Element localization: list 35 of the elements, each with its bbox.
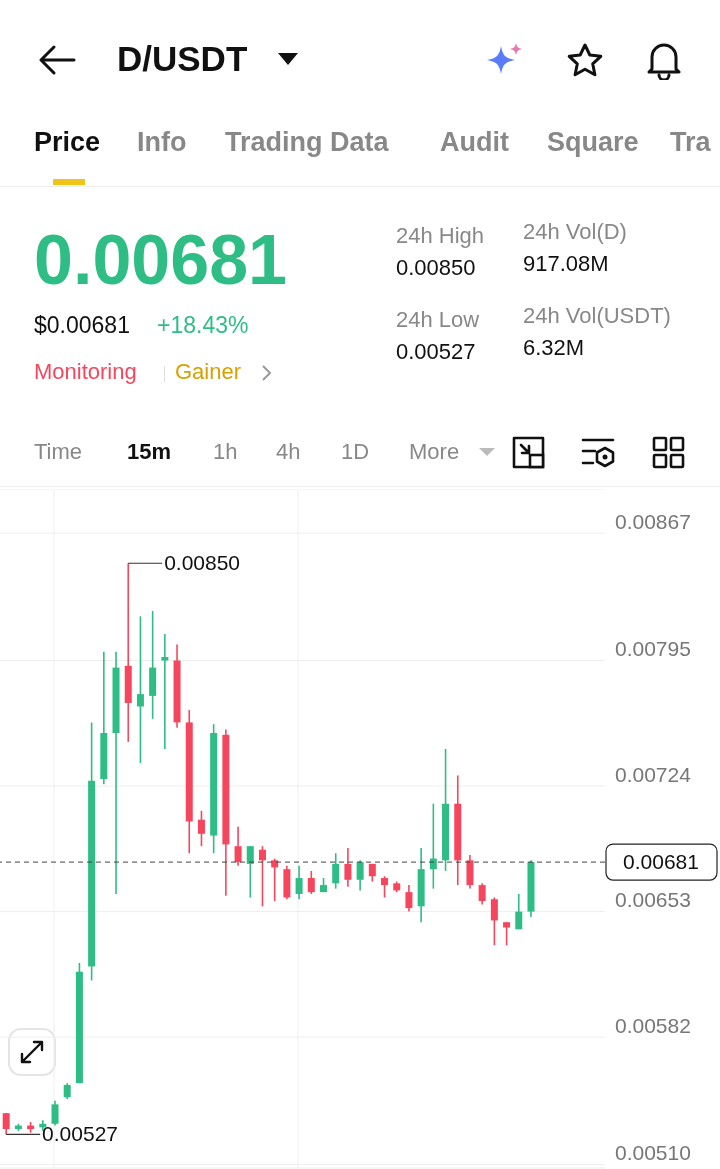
text: 24h Low [396, 307, 480, 333]
text: $0.00681 [34, 312, 130, 339]
ref-line-label: 0.00681 [623, 850, 699, 874]
text: +18.43% [157, 312, 249, 339]
text: Trading Data [225, 127, 389, 158]
text: 15m [127, 439, 172, 465]
text: 0.00850 [396, 255, 476, 281]
text: More [409, 439, 460, 465]
text: Monitoring [34, 359, 137, 385]
text: Info [137, 127, 187, 158]
text: Price [34, 127, 101, 158]
text: 1h [213, 439, 238, 465]
text: 917.08M [523, 251, 609, 277]
text: Audit [440, 127, 509, 158]
text: 4h [276, 439, 301, 465]
text: 24h Vol(USDT) [523, 303, 671, 329]
text: 24h Vol(D) [523, 219, 627, 245]
chart-title: D/USDT [117, 39, 248, 79]
text: Gainer [175, 359, 242, 385]
text: 6.32M [523, 335, 585, 361]
y-tick-label: 0.00867 [615, 509, 691, 533]
annotation: 0.00527 [42, 1122, 119, 1146]
annotation: 0.00850 [164, 551, 241, 575]
y-tick-label: 0.00724 [615, 762, 692, 786]
text: Square [547, 127, 639, 158]
text: 1D [341, 439, 370, 465]
text: Tra [670, 127, 711, 158]
text: Time [34, 439, 83, 465]
y-tick-label: 0.00582 [615, 1013, 691, 1037]
y-tick-label: 0.00653 [615, 888, 691, 912]
text: 0.00527 [396, 339, 476, 365]
text: 0.00681 [34, 221, 288, 299]
y-tick-label: 0.00510 [615, 1140, 691, 1164]
text: 24h High [396, 223, 485, 249]
y-tick-label: 0.00795 [615, 636, 691, 660]
